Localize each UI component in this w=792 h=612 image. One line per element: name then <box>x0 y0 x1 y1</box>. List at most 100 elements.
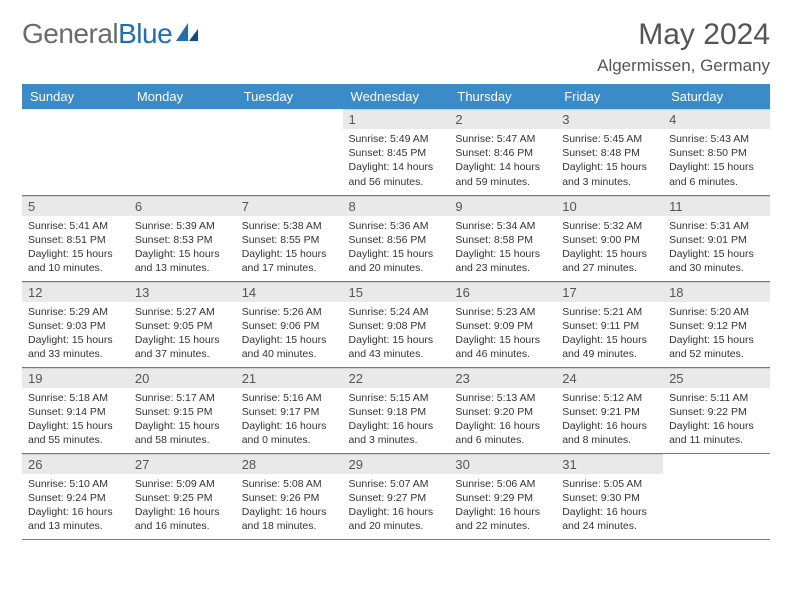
calendar-cell: 8Sunrise: 5:36 AMSunset: 8:56 PMDaylight… <box>343 195 450 281</box>
cell-line: Daylight: 16 hours <box>28 505 123 519</box>
cell-body: Sunrise: 5:13 AMSunset: 9:20 PMDaylight:… <box>449 388 556 452</box>
cell-line: Sunset: 9:00 PM <box>562 233 657 247</box>
calendar-week-row: 1Sunrise: 5:49 AMSunset: 8:45 PMDaylight… <box>22 109 770 195</box>
cell-line: Sunset: 9:27 PM <box>349 491 444 505</box>
cell-line: Sunset: 8:58 PM <box>455 233 550 247</box>
cell-line: Sunset: 9:22 PM <box>669 405 764 419</box>
day-header: Monday <box>129 84 236 109</box>
cell-line: Sunrise: 5:32 AM <box>562 219 657 233</box>
day-header-row: SundayMondayTuesdayWednesdayThursdayFrid… <box>22 84 770 109</box>
cell-line: Sunset: 9:06 PM <box>242 319 337 333</box>
cell-line: Sunrise: 5:11 AM <box>669 391 764 405</box>
cell-body: Sunrise: 5:31 AMSunset: 9:01 PMDaylight:… <box>663 216 770 280</box>
cell-line: Sunset: 8:46 PM <box>455 146 550 160</box>
cell-body: Sunrise: 5:49 AMSunset: 8:45 PMDaylight:… <box>343 129 450 193</box>
day-header: Thursday <box>449 84 556 109</box>
day-header: Sunday <box>22 84 129 109</box>
cell-line <box>242 145 337 159</box>
calendar-cell: 21Sunrise: 5:16 AMSunset: 9:17 PMDayligh… <box>236 367 343 453</box>
day-header: Tuesday <box>236 84 343 109</box>
calendar-cell: 29Sunrise: 5:07 AMSunset: 9:27 PMDayligh… <box>343 453 450 539</box>
calendar-cell: 6Sunrise: 5:39 AMSunset: 8:53 PMDaylight… <box>129 195 236 281</box>
cell-line: Daylight: 15 hours <box>349 333 444 347</box>
cell-line: Daylight: 15 hours <box>349 247 444 261</box>
day-number <box>22 109 129 128</box>
cell-line: Sunset: 9:03 PM <box>28 319 123 333</box>
cell-line: and 6 minutes. <box>455 433 550 447</box>
cell-line: Sunset: 8:56 PM <box>349 233 444 247</box>
cell-line: and 46 minutes. <box>455 347 550 361</box>
day-number: 17 <box>556 282 663 302</box>
cell-body: Sunrise: 5:17 AMSunset: 9:15 PMDaylight:… <box>129 388 236 452</box>
brand-text-2: Blue <box>118 18 172 49</box>
cell-body: Sunrise: 5:16 AMSunset: 9:17 PMDaylight:… <box>236 388 343 452</box>
calendar-cell: 13Sunrise: 5:27 AMSunset: 9:05 PMDayligh… <box>129 281 236 367</box>
cell-body: Sunrise: 5:21 AMSunset: 9:11 PMDaylight:… <box>556 302 663 366</box>
cell-line: Sunrise: 5:10 AM <box>28 477 123 491</box>
calendar-cell: 27Sunrise: 5:09 AMSunset: 9:25 PMDayligh… <box>129 453 236 539</box>
calendar-cell <box>236 109 343 195</box>
cell-line: Sunrise: 5:17 AM <box>135 391 230 405</box>
cell-line: and 49 minutes. <box>562 347 657 361</box>
cell-line <box>669 490 764 504</box>
day-number <box>236 109 343 128</box>
cell-line: Sunrise: 5:49 AM <box>349 132 444 146</box>
cell-body: Sunrise: 5:34 AMSunset: 8:58 PMDaylight:… <box>449 216 556 280</box>
cell-line <box>669 476 764 490</box>
cell-line: Sunrise: 5:24 AM <box>349 305 444 319</box>
cell-body: Sunrise: 5:10 AMSunset: 9:24 PMDaylight:… <box>22 474 129 538</box>
cell-body: Sunrise: 5:24 AMSunset: 9:08 PMDaylight:… <box>343 302 450 366</box>
cell-line: Daylight: 15 hours <box>242 333 337 347</box>
cell-line: Daylight: 14 hours <box>349 160 444 174</box>
cell-line <box>669 504 764 518</box>
brand-logo: GeneralBlue <box>22 18 200 50</box>
day-number <box>129 109 236 128</box>
cell-line: Daylight: 15 hours <box>455 333 550 347</box>
cell-line: Sunrise: 5:08 AM <box>242 477 337 491</box>
cell-line: and 17 minutes. <box>242 261 337 275</box>
day-number: 13 <box>129 282 236 302</box>
calendar-cell: 31Sunrise: 5:05 AMSunset: 9:30 PMDayligh… <box>556 453 663 539</box>
cell-line: Sunset: 9:20 PM <box>455 405 550 419</box>
calendar-week-row: 5Sunrise: 5:41 AMSunset: 8:51 PMDaylight… <box>22 195 770 281</box>
cell-line: Daylight: 15 hours <box>28 247 123 261</box>
calendar-cell: 18Sunrise: 5:20 AMSunset: 9:12 PMDayligh… <box>663 281 770 367</box>
cell-line: Sunset: 8:48 PM <box>562 146 657 160</box>
day-number: 8 <box>343 196 450 216</box>
calendar-cell: 15Sunrise: 5:24 AMSunset: 9:08 PMDayligh… <box>343 281 450 367</box>
cell-line: Daylight: 15 hours <box>562 160 657 174</box>
cell-line: Sunrise: 5:06 AM <box>455 477 550 491</box>
cell-line: Daylight: 16 hours <box>242 419 337 433</box>
cell-line: and 40 minutes. <box>242 347 337 361</box>
cell-body: Sunrise: 5:45 AMSunset: 8:48 PMDaylight:… <box>556 129 663 193</box>
cell-line: and 52 minutes. <box>669 347 764 361</box>
calendar-cell: 9Sunrise: 5:34 AMSunset: 8:58 PMDaylight… <box>449 195 556 281</box>
cell-line: Sunset: 9:25 PM <box>135 491 230 505</box>
cell-body <box>236 128 343 192</box>
cell-line: and 11 minutes. <box>669 433 764 447</box>
cell-line: and 18 minutes. <box>242 519 337 533</box>
day-number: 19 <box>22 368 129 388</box>
cell-line <box>28 174 123 188</box>
cell-line: and 20 minutes. <box>349 261 444 275</box>
cell-line: Sunset: 9:18 PM <box>349 405 444 419</box>
cell-line: Sunset: 9:09 PM <box>455 319 550 333</box>
page-header: GeneralBlue May 2024 Algermissen, German… <box>22 18 770 76</box>
cell-line: Sunrise: 5:18 AM <box>28 391 123 405</box>
calendar-week-row: 26Sunrise: 5:10 AMSunset: 9:24 PMDayligh… <box>22 453 770 539</box>
cell-line: Sunset: 9:08 PM <box>349 319 444 333</box>
location-label: Algermissen, Germany <box>597 56 770 76</box>
cell-line: Sunset: 8:55 PM <box>242 233 337 247</box>
cell-line: Daylight: 16 hours <box>562 505 657 519</box>
calendar-cell: 4Sunrise: 5:43 AMSunset: 8:50 PMDaylight… <box>663 109 770 195</box>
cell-line: and 37 minutes. <box>135 347 230 361</box>
cell-line: and 3 minutes. <box>562 175 657 189</box>
cell-line: Sunset: 8:45 PM <box>349 146 444 160</box>
cell-line: Daylight: 15 hours <box>562 333 657 347</box>
day-number: 16 <box>449 282 556 302</box>
cell-body: Sunrise: 5:23 AMSunset: 9:09 PMDaylight:… <box>449 302 556 366</box>
brand-text-1: General <box>22 18 118 49</box>
cell-line: Daylight: 16 hours <box>349 505 444 519</box>
cell-line: Sunset: 9:24 PM <box>28 491 123 505</box>
calendar-week-row: 12Sunrise: 5:29 AMSunset: 9:03 PMDayligh… <box>22 281 770 367</box>
